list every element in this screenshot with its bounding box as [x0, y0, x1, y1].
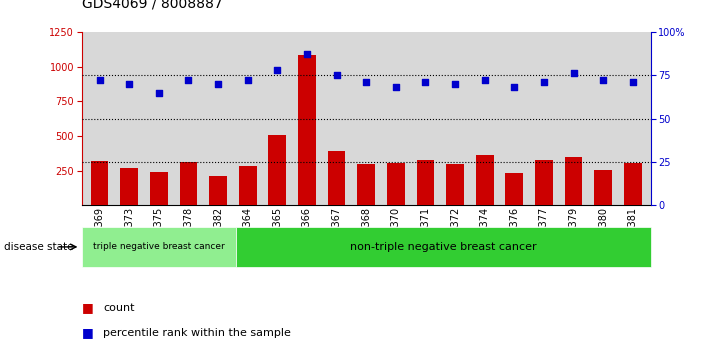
- Point: [390, 85, 402, 90]
- Point: [153, 90, 164, 96]
- Bar: [357, 164, 375, 205]
- Bar: [506, 173, 523, 205]
- Text: GDS4069 / 8008887: GDS4069 / 8008887: [82, 0, 223, 11]
- Bar: [239, 166, 257, 205]
- Text: triple negative breast cancer: triple negative breast cancer: [93, 242, 225, 251]
- Point: [360, 79, 372, 85]
- Point: [568, 71, 579, 76]
- Text: ■: ■: [82, 326, 94, 339]
- Bar: [150, 172, 168, 205]
- Point: [627, 79, 638, 85]
- Point: [597, 78, 609, 83]
- Bar: [535, 160, 552, 205]
- Bar: [565, 157, 582, 205]
- Point: [94, 78, 105, 83]
- Point: [272, 67, 283, 73]
- Bar: [90, 161, 108, 205]
- Bar: [328, 151, 346, 205]
- Point: [331, 73, 342, 78]
- Text: ■: ■: [82, 302, 94, 314]
- Point: [124, 81, 135, 87]
- Point: [508, 85, 520, 90]
- Bar: [269, 135, 286, 205]
- Point: [538, 79, 550, 85]
- Bar: [594, 170, 612, 205]
- Point: [419, 79, 431, 85]
- Bar: [298, 56, 316, 205]
- Bar: [179, 162, 198, 205]
- Bar: [447, 164, 464, 205]
- Bar: [209, 176, 227, 205]
- Bar: [120, 168, 138, 205]
- Point: [449, 81, 461, 87]
- Point: [183, 78, 194, 83]
- Bar: [387, 163, 405, 205]
- Point: [301, 52, 313, 57]
- Bar: [624, 163, 642, 205]
- Bar: [417, 160, 434, 205]
- Point: [479, 78, 491, 83]
- Point: [242, 78, 253, 83]
- Text: count: count: [103, 303, 134, 313]
- Point: [213, 81, 224, 87]
- Text: non-triple negative breast cancer: non-triple negative breast cancer: [350, 242, 537, 252]
- Text: disease state: disease state: [4, 242, 73, 252]
- Bar: [476, 155, 493, 205]
- Text: percentile rank within the sample: percentile rank within the sample: [103, 328, 291, 338]
